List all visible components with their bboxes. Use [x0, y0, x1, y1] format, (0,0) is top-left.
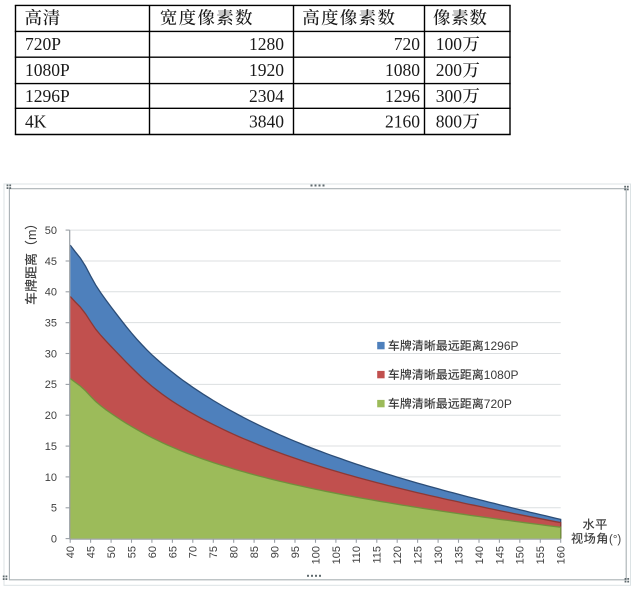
svg-text:720P: 720P [25, 34, 61, 54]
svg-text:720P: 720P [484, 397, 512, 411]
svg-text:20: 20 [45, 410, 57, 422]
svg-text:35: 35 [45, 318, 57, 330]
svg-text:2304: 2304 [249, 86, 284, 106]
svg-text:1080P: 1080P [484, 368, 519, 382]
svg-text:200: 200 [436, 60, 463, 80]
svg-text:800: 800 [436, 111, 463, 131]
svg-text:1080: 1080 [385, 60, 420, 80]
svg-text:1920: 1920 [249, 60, 284, 80]
svg-text:85: 85 [249, 546, 261, 558]
svg-text:70: 70 [188, 546, 200, 558]
svg-text:3840: 3840 [249, 111, 284, 131]
svg-text:105: 105 [331, 546, 343, 564]
svg-text:135: 135 [453, 546, 465, 564]
svg-text:130: 130 [433, 546, 445, 564]
svg-text:4K: 4K [25, 111, 47, 131]
svg-text:720: 720 [394, 34, 421, 54]
svg-text:m: m [25, 230, 39, 240]
svg-text:30: 30 [45, 348, 57, 360]
svg-text:1296: 1296 [385, 86, 420, 106]
svg-text:55: 55 [126, 546, 138, 558]
svg-text:1296P: 1296P [484, 339, 519, 353]
svg-text:125: 125 [413, 546, 425, 564]
svg-text:1080P: 1080P [25, 60, 70, 80]
svg-text:1296P: 1296P [25, 86, 70, 106]
svg-text:140: 140 [474, 546, 486, 564]
svg-text:95: 95 [290, 546, 302, 558]
svg-text:5: 5 [51, 503, 57, 515]
svg-text:(°): (°) [609, 534, 621, 546]
svg-text:45: 45 [45, 256, 57, 268]
svg-text:300: 300 [436, 86, 463, 106]
svg-text:0: 0 [51, 534, 57, 546]
svg-text:75: 75 [208, 546, 220, 558]
svg-text:110: 110 [351, 546, 363, 564]
svg-text:2160: 2160 [385, 111, 420, 131]
svg-text:40: 40 [45, 287, 57, 299]
svg-text:40: 40 [65, 546, 77, 558]
svg-text:155: 155 [535, 546, 547, 564]
svg-text:80: 80 [229, 546, 241, 558]
svg-text:160: 160 [556, 546, 568, 564]
svg-text:15: 15 [45, 441, 57, 453]
svg-text:65: 65 [167, 546, 179, 558]
svg-text:10: 10 [45, 472, 57, 484]
svg-text:100: 100 [436, 34, 463, 54]
svg-text:90: 90 [270, 546, 282, 558]
svg-text:60: 60 [147, 546, 159, 558]
svg-text:145: 145 [494, 546, 506, 564]
svg-text:115: 115 [372, 546, 384, 564]
svg-text:1280: 1280 [249, 34, 284, 54]
svg-text:25: 25 [45, 379, 57, 391]
svg-text:50: 50 [45, 225, 57, 237]
svg-text:100: 100 [310, 546, 322, 564]
svg-text:45: 45 [86, 546, 98, 558]
svg-text:50: 50 [106, 546, 118, 558]
svg-text:150: 150 [515, 546, 527, 564]
svg-text:120: 120 [392, 546, 404, 564]
